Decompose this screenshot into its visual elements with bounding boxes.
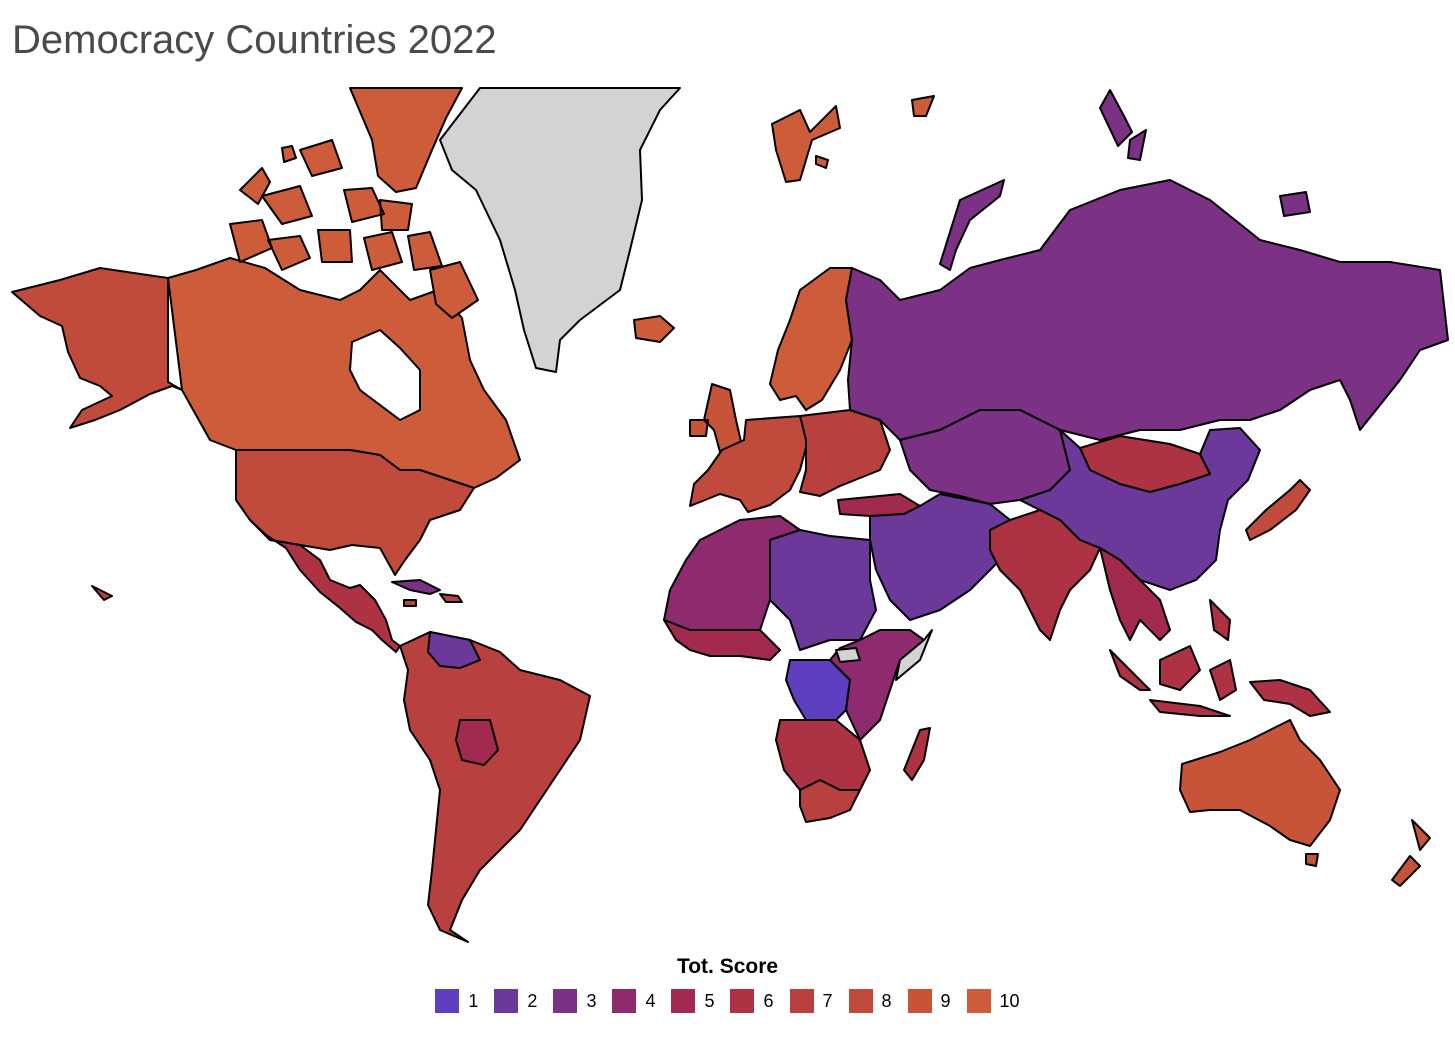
region-south-africa[interactable] xyxy=(799,779,861,823)
region-russia[interactable] xyxy=(845,179,1449,441)
legend-items: 1 2 3 4 5 6 7 8 9 10 xyxy=(427,989,1027,1013)
legend-label: 4 xyxy=(645,990,656,1011)
legend-item-1: 1 xyxy=(435,989,478,1013)
region-eastern-europe[interactable] xyxy=(799,409,891,497)
legend-item-5: 5 xyxy=(671,989,714,1013)
region-uk-ireland[interactable] xyxy=(689,383,743,453)
region-alaska[interactable] xyxy=(11,267,183,429)
legend-title: Tot. Score xyxy=(676,955,779,978)
legend-item-7: 7 xyxy=(789,989,833,1013)
legend-swatch xyxy=(730,989,755,1013)
legend-label: 7 xyxy=(822,990,833,1011)
region-greenland[interactable] xyxy=(439,87,681,373)
legend-swatch xyxy=(966,989,991,1013)
legend-swatch xyxy=(435,989,460,1013)
legend-item-4: 4 xyxy=(612,989,655,1013)
legend-label: 10 xyxy=(999,990,1020,1011)
region-new-zealand[interactable] xyxy=(1391,819,1431,887)
region-bolivia[interactable] xyxy=(455,719,499,766)
region-west-africa[interactable] xyxy=(663,619,781,661)
legend-item-10: 10 xyxy=(966,989,1020,1013)
region-scandinavia[interactable] xyxy=(769,267,853,411)
legend-item-2: 2 xyxy=(494,989,537,1013)
legend-label: 6 xyxy=(763,990,774,1011)
region-arctic-islands[interactable] xyxy=(229,87,479,319)
region-madagascar[interactable] xyxy=(903,727,931,781)
legend-label: 8 xyxy=(881,990,892,1011)
legend-label: 1 xyxy=(468,990,479,1011)
legend-item-3: 3 xyxy=(553,989,596,1013)
legend-label: 5 xyxy=(704,990,715,1011)
legend-swatch xyxy=(612,989,637,1013)
legend-swatch xyxy=(907,989,932,1013)
legend-label: 3 xyxy=(586,990,597,1011)
legend-item-9: 9 xyxy=(907,989,951,1013)
region-svalbard[interactable] xyxy=(771,95,935,183)
legend-swatch xyxy=(553,989,578,1013)
region-venezuela[interactable] xyxy=(427,631,481,669)
region-southeast-asia[interactable] xyxy=(1099,547,1171,641)
world-map xyxy=(11,87,1449,943)
region-indonesia[interactable] xyxy=(1109,599,1237,717)
region-south-america[interactable] xyxy=(399,631,591,943)
legend-swatch xyxy=(494,989,519,1013)
legend-swatch xyxy=(671,989,696,1013)
legend: Tot. Score 1 2 3 4 5 6 7 8 9 10 xyxy=(0,955,1455,1018)
region-somalia[interactable] xyxy=(835,629,933,681)
region-japan[interactable] xyxy=(1245,479,1311,541)
region-iceland[interactable] xyxy=(633,315,675,343)
region-cuba[interactable] xyxy=(391,579,441,595)
legend-label: 9 xyxy=(940,990,951,1011)
legend-item-8: 8 xyxy=(848,989,892,1013)
legend-swatch xyxy=(848,989,873,1013)
legend-label: 2 xyxy=(527,990,538,1011)
region-libya-sudan[interactable] xyxy=(769,529,877,651)
map-title: Democracy Countries 2022 xyxy=(12,18,497,62)
region-new-guinea[interactable] xyxy=(1249,679,1331,717)
legend-swatch xyxy=(789,989,814,1013)
region-caribbean[interactable] xyxy=(91,585,463,607)
region-australia[interactable] xyxy=(1179,719,1341,867)
region-novaya-zemlya[interactable] xyxy=(939,89,1311,271)
region-india[interactable] xyxy=(989,509,1101,641)
legend-item-6: 6 xyxy=(730,989,774,1013)
